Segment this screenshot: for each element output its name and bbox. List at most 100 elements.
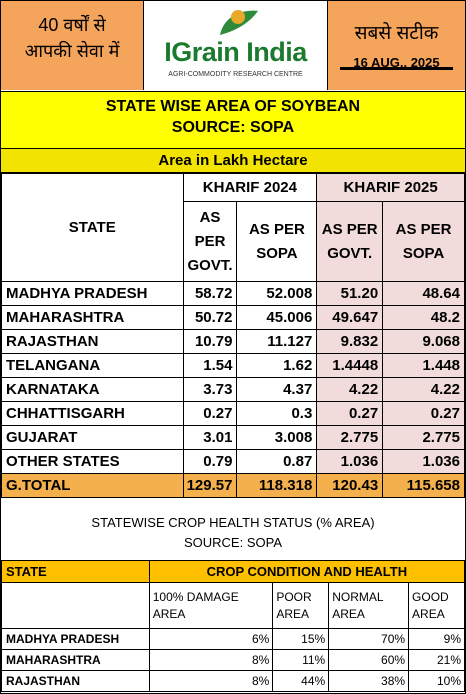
col-sopa-2024: AS PER SOPA [236, 201, 318, 282]
header-right-box: सबसे सटीक 16 AUG., 2025 [327, 1, 465, 90]
area-value: 48.64 [382, 281, 465, 306]
table-row: OTHER STATES 0.79 0.87 1.036 1.036 [1, 449, 465, 474]
table-header-row: STATE KHARIF 2024 KHARIF 2025 [1, 173, 465, 282]
crop-subheader-row: 100% DAMAGE AREA POOR AREA NORMAL AREA G… [1, 582, 465, 629]
state-name: CHHATTISGARH [1, 401, 184, 426]
total-value: 120.43 [316, 473, 384, 498]
area-value: 3.73 [182, 377, 238, 402]
kharif-2025-header: KHARIF 2025 [316, 173, 465, 202]
brand-subtitle: AGRI-COMMODITY RESEARCH CENTRE [168, 71, 303, 78]
area-value: 3.01 [182, 425, 238, 450]
area-value: 4.22 [382, 377, 465, 402]
report-date: 16 AUG., 2025 [353, 55, 440, 70]
state-name: RAJASTHAN [1, 329, 184, 354]
total-value: 129.57 [182, 473, 238, 498]
brand-logo: IGrain India AGRI-COMMODITY RESEARCH CEN… [144, 1, 327, 90]
report-source: SOURCE: SOPA [171, 119, 295, 136]
state-name: GUJARAT [1, 425, 184, 450]
area-value: 0.79 [182, 449, 238, 474]
divider [340, 67, 453, 70]
area-value: 1.036 [316, 449, 384, 474]
header-tagline-2: आपकी सेवा में [24, 41, 120, 61]
table-row: RAJASTHAN 8% 44% 38% 10% [1, 670, 465, 692]
area-value: 48.2 [382, 305, 465, 330]
area-table: STATE KHARIF 2024 KHARIF 2025 AS PER GOV… [1, 173, 465, 498]
area-value: 50.72 [182, 305, 238, 330]
area-value: 3.008 [236, 425, 318, 450]
percent-value: 10% [408, 670, 465, 692]
crop-health-table: STATE CROP CONDITION AND HEALTH 100% DAM… [1, 560, 466, 692]
table-row: KARNATAKA 3.73 4.37 4.22 4.22 [1, 377, 465, 402]
table-row: MADHYA PRADESH 58.72 52.008 51.20 48.64 [1, 281, 465, 306]
percent-value: 8% [148, 649, 274, 671]
col-govt-2025: AS PER GOVT. [316, 201, 384, 282]
col-sopa-2025: AS PER SOPA [382, 201, 465, 282]
percent-value: 44% [272, 670, 330, 692]
header-left-box: 40 वर्षों से आपकी सेवा में [1, 1, 144, 90]
state-name: MAHARASHTRA [1, 649, 150, 671]
area-value: 2.775 [382, 425, 465, 450]
area-value: 9.832 [316, 329, 384, 354]
percent-value: 38% [328, 670, 410, 692]
grand-total-row: G.TOTAL 129.57 118.318 120.43 115.658 [1, 473, 465, 498]
area-value: 4.22 [316, 377, 384, 402]
crop-health-heading: STATEWISE CROP HEALTH STATUS (% AREA) [91, 515, 375, 530]
table-row: MADHYA PRADESH 6% 15% 70% 9% [1, 628, 465, 650]
brand-name: IGrain India [164, 37, 307, 67]
kharif-2024-header: KHARIF 2024 [182, 173, 318, 202]
area-value: 1.54 [182, 353, 238, 378]
area-value: 45.006 [236, 305, 318, 330]
area-value: 0.27 [182, 401, 238, 426]
area-value: 1.448 [382, 353, 465, 378]
state-name: MADHYA PRADESH [1, 281, 184, 306]
percent-value: 6% [148, 628, 274, 650]
area-value: 52.008 [236, 281, 318, 306]
area-value: 49.647 [316, 305, 384, 330]
crop-header-row: STATE CROP CONDITION AND HEALTH [1, 560, 466, 583]
table-row: TELANGANA 1.54 1.62 1.4448 1.448 [1, 353, 465, 378]
col-good: GOOD AREA [408, 582, 465, 629]
report-title: STATE WISE AREA OF SOYBEAN SOURCE: SOPA [1, 91, 465, 149]
col-damage: 100% DAMAGE AREA [148, 582, 274, 629]
area-value: 11.127 [236, 329, 318, 354]
state-name: OTHER STATES [1, 449, 184, 474]
state-name: RAJASTHAN [1, 670, 150, 692]
table-row: MAHARASHTRA 50.72 45.006 49.647 48.2 [1, 305, 465, 330]
area-value: 4.37 [236, 377, 318, 402]
header: 40 वर्षों से आपकी सेवा में IGrain India … [1, 1, 465, 91]
state-name: MAHARASHTRA [1, 305, 184, 330]
unit-label: Area in Lakh Hectare [1, 149, 465, 173]
col-poor: POOR AREA [272, 582, 330, 629]
area-value: 1.62 [236, 353, 318, 378]
header-tagline-right: सबसे सटीक [354, 23, 439, 44]
percent-value: 60% [328, 649, 410, 671]
header-tagline-1: 40 वर्षों से [38, 15, 106, 35]
crop-health-source: SOURCE: SOPA [183, 535, 282, 550]
col-normal: NORMAL AREA [328, 582, 410, 629]
state-name: TELANGANA [1, 353, 184, 378]
area-value: 1.036 [382, 449, 465, 474]
area-value: 0.27 [382, 401, 465, 426]
crop-condition-header: CROP CONDITION AND HEALTH [148, 560, 466, 583]
percent-value: 15% [272, 628, 330, 650]
area-value: 2.775 [316, 425, 384, 450]
crop-health-title: STATEWISE CROP HEALTH STATUS (% AREA) SO… [1, 507, 465, 559]
total-value: 118.318 [236, 473, 318, 498]
area-value: 1.4448 [316, 353, 384, 378]
area-value: 10.79 [182, 329, 238, 354]
total-label: G.TOTAL [1, 473, 184, 498]
state-name: MADHYA PRADESH [1, 628, 150, 650]
table-row: MAHARASHTRA 8% 11% 60% 21% [1, 649, 465, 671]
col-govt-2024: AS PER GOVT. [182, 201, 238, 282]
area-value: 0.27 [316, 401, 384, 426]
area-value: 0.87 [236, 449, 318, 474]
table-subheader-row: AS PER GOVT. AS PER SOPA AS PER GOVT. AS… [2, 201, 465, 282]
empty-cell [1, 582, 150, 629]
table-row: CHHATTISGARH 0.27 0.3 0.27 0.27 [1, 401, 465, 426]
percent-value: 11% [272, 649, 330, 671]
total-value: 115.658 [382, 473, 465, 498]
leaf-icon [220, 10, 258, 35]
percent-value: 8% [148, 670, 274, 692]
state-header: STATE [1, 173, 184, 282]
